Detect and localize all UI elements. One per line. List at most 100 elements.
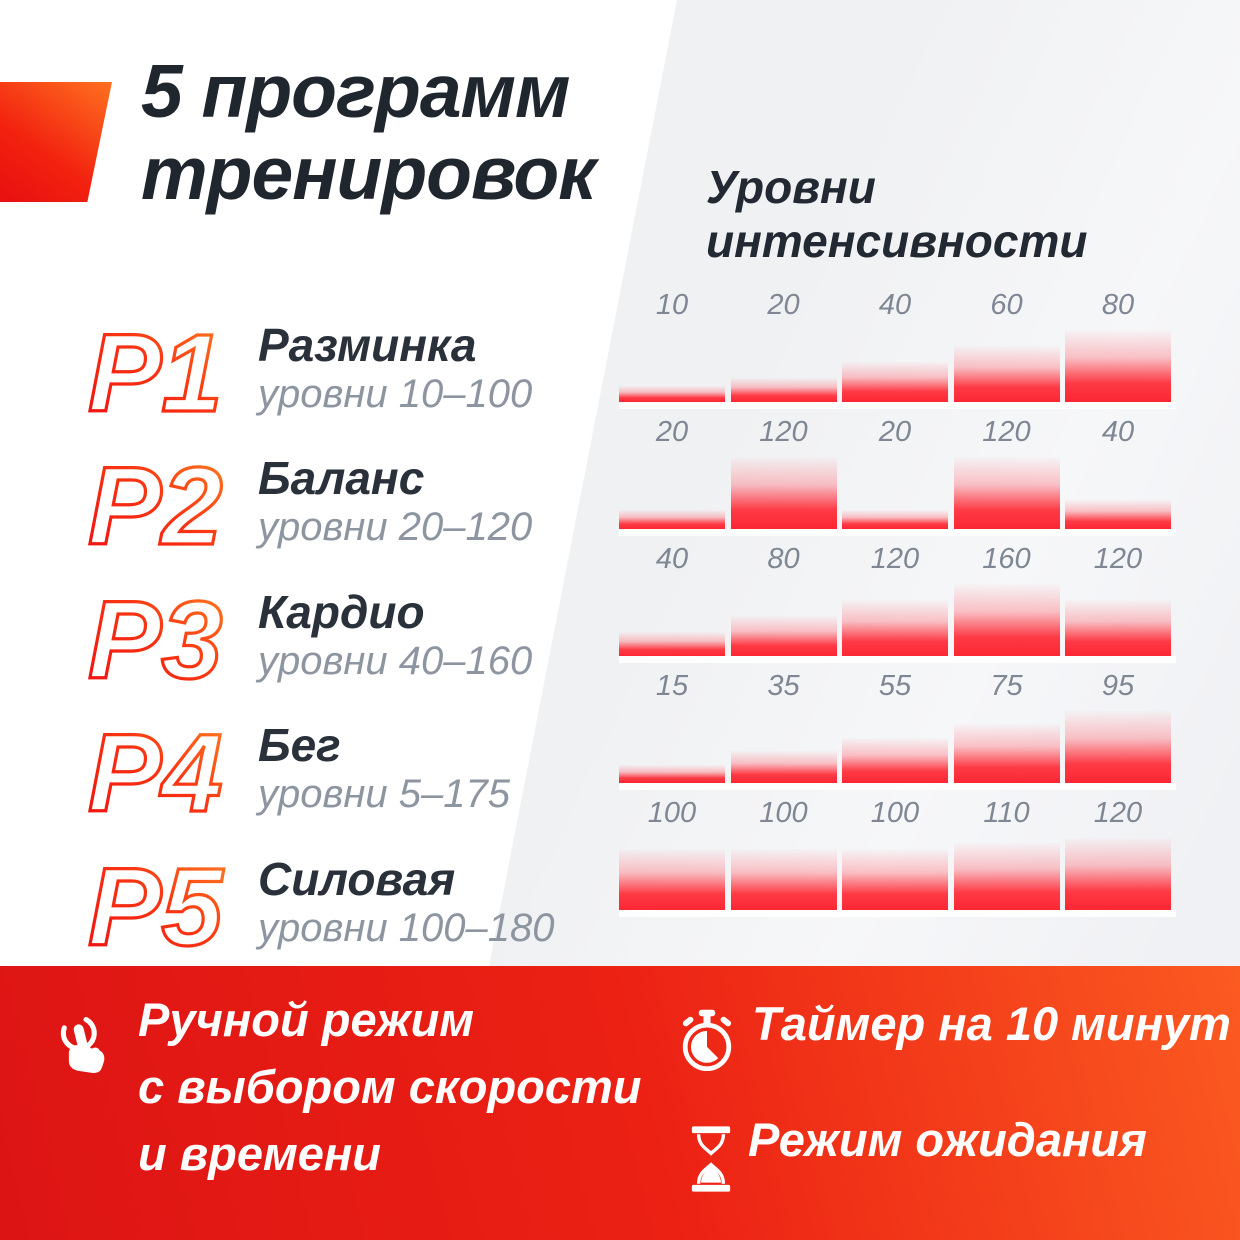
chart-column: 55 — [842, 653, 948, 783]
chart-column: 40 — [1065, 399, 1171, 529]
chart-row-p2: 20 120 20 120 40 — [619, 399, 1176, 536]
program-row-p3: P3 Кардио уровни 40–160 — [84, 568, 554, 702]
bar-value-label: 40 — [1101, 416, 1135, 448]
program-levels: уровни 100–180 — [258, 905, 555, 950]
bar-value-label: 100 — [647, 797, 697, 829]
intensity-bar — [953, 584, 1060, 656]
chart-column: 15 — [619, 653, 725, 783]
feature-line: Режим ожидания — [748, 1113, 1147, 1166]
features-band: Ручной режим с выбором скорости и времен… — [0, 966, 1240, 1240]
chart-column: 20 — [730, 272, 837, 402]
intensity-bar — [619, 765, 725, 783]
bar-value-label: 10 — [655, 289, 689, 321]
chart-row-p5: 100 100 100 110 120 — [619, 780, 1176, 917]
bar-value-label: 100 — [870, 797, 920, 829]
chart-column: 80 — [1065, 272, 1171, 402]
stopwatch-icon — [682, 1009, 732, 1072]
program-row-p5: P5 Силовая уровни 100–180 — [84, 835, 554, 969]
feature-manual-mode: Ручной режим с выбором скорости и времен… — [138, 986, 642, 1187]
program-text: Кардио уровни 40–160 — [258, 586, 532, 684]
program-text: Силовая уровни 100–180 — [258, 853, 554, 951]
bar-value-label: 80 — [1101, 289, 1135, 321]
program-code-p2: P2 — [86, 444, 224, 565]
bar-value-label: 95 — [1101, 670, 1135, 702]
program-name: Кардио — [258, 585, 425, 638]
intensity-bar — [619, 849, 725, 910]
bar-value-label: 40 — [878, 289, 912, 321]
chart-column: 120 — [1065, 526, 1171, 656]
title-line2: тренировок — [141, 131, 596, 215]
chart-row-p3: 40 80 120 160 120 — [619, 526, 1176, 663]
program-row-p1: P1 Разминка уровни 10–100 — [84, 301, 554, 435]
chart-column: 20 — [842, 399, 948, 529]
bar-value-label: 55 — [878, 670, 912, 702]
chart-column: 35 — [730, 653, 837, 783]
program-code-text: P5 — [88, 846, 224, 965]
intensity-bar — [1065, 500, 1171, 529]
program-code-p3: P3 — [86, 577, 224, 698]
chart-column: 100 — [619, 780, 725, 910]
program-levels: уровни 40–160 — [258, 638, 533, 683]
page-title: 5 программ тренировок — [141, 49, 596, 215]
intensity-bar — [953, 724, 1060, 783]
bar-value-label: 40 — [655, 543, 689, 575]
bar-value-label: 15 — [655, 670, 689, 702]
chart-column: 80 — [730, 526, 837, 656]
intensity-bar — [619, 632, 725, 656]
chart-column: 110 — [953, 780, 1060, 910]
program-text: Баланс уровни 20–120 — [258, 452, 532, 550]
chart-column: 120 — [842, 526, 948, 656]
chart-column: 40 — [842, 272, 948, 402]
chart-column: 120 — [1065, 780, 1171, 910]
bar-value-label: 100 — [759, 797, 808, 829]
feature-line: Таймер на 10 минут — [752, 997, 1231, 1050]
chart-column: 10 — [619, 272, 725, 402]
program-levels: уровни 5–175 — [258, 772, 510, 817]
chart-column: 120 — [953, 399, 1060, 529]
feature-line: с выбором скорости — [138, 1060, 642, 1113]
touch-icon — [60, 1015, 105, 1074]
bar-value-label: 20 — [878, 416, 912, 448]
hourglass-icon — [691, 1126, 731, 1192]
chart-column: 40 — [619, 526, 725, 656]
intensity-bar — [842, 738, 948, 783]
red-accent-shape — [0, 82, 112, 202]
chart-column: 100 — [842, 780, 948, 910]
program-levels: уровни 10–100 — [258, 371, 533, 416]
bar-value-label: 120 — [759, 416, 808, 448]
program-name: Баланс — [258, 452, 425, 505]
bar-value-label: 120 — [1093, 543, 1143, 575]
chart-title: Уровни интенсивности — [706, 161, 1088, 267]
intensity-bar — [1065, 330, 1171, 402]
bar-value-label: 120 — [870, 543, 920, 575]
program-levels: уровни 20–120 — [258, 505, 533, 550]
program-text: Разминка уровни 10–100 — [258, 319, 532, 417]
feature-line: и времени — [138, 1127, 382, 1180]
program-code-text: P4 — [88, 712, 223, 831]
chart-column: 60 — [953, 272, 1060, 402]
program-code-p1: P1 — [86, 310, 224, 431]
program-row-p4: P4 Бег уровни 5–175 — [84, 702, 554, 836]
program-code-text: P3 — [88, 579, 223, 698]
intensity-bar — [730, 616, 837, 656]
intensity-bar — [1065, 600, 1171, 656]
chart-column: 75 — [953, 653, 1060, 783]
intensity-bar — [953, 346, 1060, 402]
chart-column: 120 — [730, 399, 837, 529]
title-line1: 5 программ — [141, 49, 571, 133]
chart-row-p4: 15 35 55 75 95 — [619, 653, 1176, 790]
feature-line: Ручной режим — [138, 993, 475, 1046]
chart-column: 160 — [953, 526, 1060, 656]
bar-value-label: 160 — [982, 543, 1031, 575]
intensity-bar — [730, 849, 837, 910]
bar-value-label: 110 — [983, 797, 1030, 829]
intensity-bar — [953, 843, 1060, 910]
bar-value-label: 120 — [982, 416, 1031, 448]
bar-value-label: 120 — [1093, 797, 1143, 829]
program-name: Разминка — [258, 318, 477, 371]
bar-value-label: 20 — [655, 416, 689, 448]
intensity-bar — [619, 510, 725, 529]
intensity-bar — [1065, 838, 1171, 910]
intensity-bar — [730, 378, 837, 402]
